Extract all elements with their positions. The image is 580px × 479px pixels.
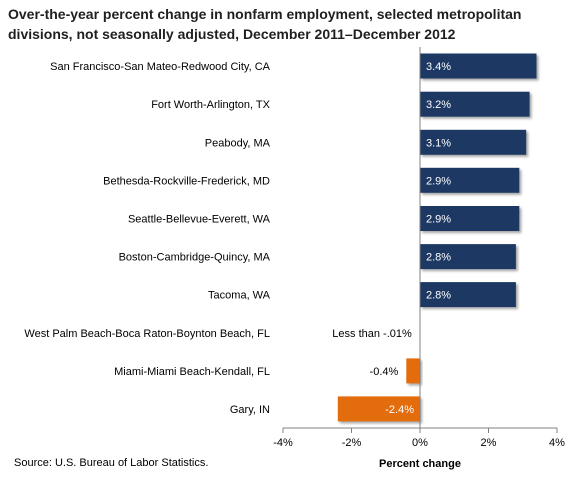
data-label-0: 3.4% xyxy=(426,61,451,73)
bar-9 xyxy=(337,396,420,422)
x-tick-label-3: 2% xyxy=(481,437,497,449)
x-tick-label-0: -4% xyxy=(273,437,293,449)
data-label-6: 2.8% xyxy=(426,290,451,302)
bar-0 xyxy=(420,53,537,79)
bar-5 xyxy=(420,244,516,270)
category-label-7: West Palm Beach-Boca Raton-Boynton Beach… xyxy=(24,328,270,340)
category-label-2: Peabody, MA xyxy=(205,137,271,149)
bar-1 xyxy=(420,91,530,117)
bar-8 xyxy=(406,358,420,384)
category-label-1: Fort Worth-Arlington, TX xyxy=(151,99,270,111)
data-label-7: Less than -.01% xyxy=(332,328,412,340)
category-label-3: Bethesda-Rockville-Frederick, MD xyxy=(103,175,270,187)
data-label-3: 2.9% xyxy=(426,175,451,187)
data-label-8: -0.4% xyxy=(370,366,399,378)
chart-title: Over-the-year percent change in nonfarm … xyxy=(8,6,522,42)
bar-4 xyxy=(420,206,520,231)
bar-6 xyxy=(420,282,516,308)
bar-3 xyxy=(420,167,520,193)
category-label-4: Seattle-Bellevue-Everett, WA xyxy=(128,214,271,226)
data-label-5: 2.8% xyxy=(426,252,451,264)
data-label-1: 3.2% xyxy=(426,99,451,111)
category-label-9: Gary, IN xyxy=(230,404,270,416)
data-label-9: -2.4% xyxy=(385,404,414,416)
x-axis-title: Percent change xyxy=(379,458,461,470)
category-label-5: Boston-Cambridge-Quincy, MA xyxy=(119,252,271,264)
data-label-2: 3.1% xyxy=(426,137,451,149)
category-label-0: San Francisco-San Mateo-Redwood City, CA xyxy=(50,61,271,73)
x-tick-label-1: -2% xyxy=(342,437,362,449)
category-label-6: Tacoma, WA xyxy=(208,290,271,302)
source-note: Source: U.S. Bureau of Labor Statistics. xyxy=(14,457,209,469)
bar-2 xyxy=(420,129,527,155)
x-tick-label-2: 0% xyxy=(412,437,428,449)
x-tick-label-4: 4% xyxy=(549,437,565,449)
category-label-8: Miami-Miami Beach-Kendall, FL xyxy=(114,366,270,378)
data-label-4: 2.9% xyxy=(426,214,451,226)
